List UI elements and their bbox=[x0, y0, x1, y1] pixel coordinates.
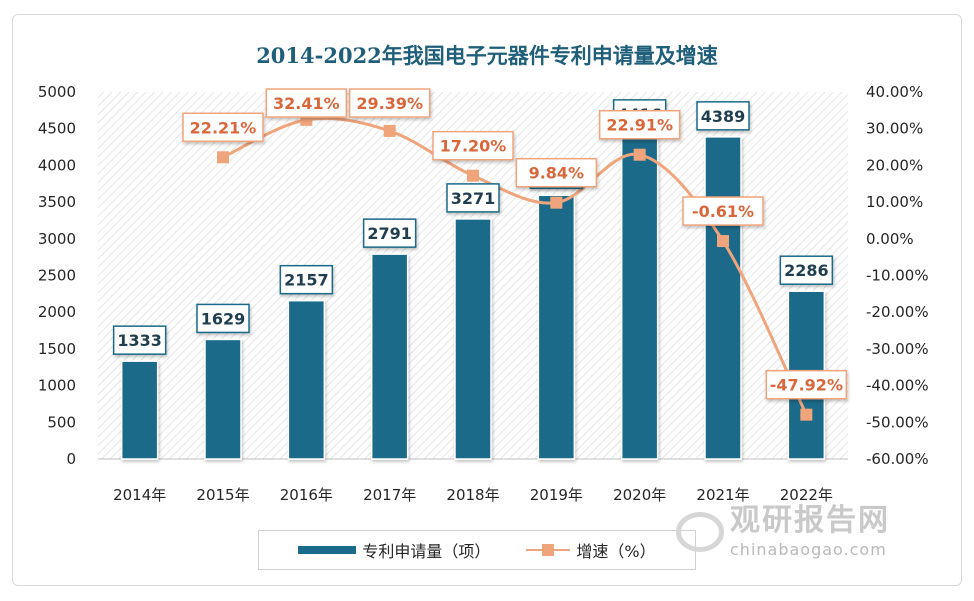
bar-data-label-box bbox=[362, 218, 417, 248]
y-right-tick-label: 40.00% bbox=[866, 83, 923, 101]
y-right-tick-label: -20.00% bbox=[866, 303, 929, 321]
x-tick-label: 2017年 bbox=[363, 486, 416, 504]
bar-data-label-box bbox=[779, 255, 834, 285]
growth-marker bbox=[383, 124, 396, 137]
legend-item-line: 增速（%） bbox=[526, 538, 656, 562]
growth-data-label-box bbox=[598, 109, 681, 140]
y-left-tick-label: 500 bbox=[47, 413, 76, 431]
bar-data-label: 3271 bbox=[451, 189, 496, 208]
bar-data-label: 2286 bbox=[784, 261, 829, 280]
y-left-tick-label: 4000 bbox=[38, 156, 76, 174]
growth-data-label-box bbox=[182, 112, 264, 143]
bar bbox=[204, 338, 242, 460]
bar-data-label: 2791 bbox=[367, 224, 412, 243]
watermark-logo-icon bbox=[676, 512, 724, 552]
growth-data-label-box bbox=[432, 130, 514, 161]
bar bbox=[454, 218, 492, 460]
bar-data-label: 4389 bbox=[701, 107, 746, 126]
growth-data-label-box bbox=[265, 88, 348, 118]
bar-data-label-box bbox=[196, 303, 250, 334]
growth-marker bbox=[633, 148, 646, 161]
legend-bar-label: 专利申请量（项） bbox=[362, 542, 491, 561]
bar-data-label: 2157 bbox=[284, 271, 329, 290]
y-right-tick-label: -10.00% bbox=[866, 267, 929, 285]
y-right-tick-label: -40.00% bbox=[866, 377, 929, 395]
legend-line-label: 增速（%） bbox=[576, 542, 656, 561]
bar bbox=[370, 253, 409, 460]
y-right-tick-label: 20.00% bbox=[866, 156, 923, 174]
growth-data-label: -0.61% bbox=[692, 202, 754, 221]
bar-data-label: 1629 bbox=[201, 309, 246, 328]
bar bbox=[704, 136, 742, 460]
x-tick-label: 2015年 bbox=[196, 486, 249, 504]
x-tick-label: 2018年 bbox=[446, 486, 499, 504]
x-tick-label: 2020年 bbox=[613, 486, 666, 504]
watermark: 观研报告网 chinabaogao.com bbox=[676, 506, 890, 558]
y-left-tick-label: 0 bbox=[66, 450, 76, 468]
growth-marker bbox=[217, 151, 229, 164]
legend-item-bars: 专利申请量（项） bbox=[298, 538, 490, 562]
y-right-tick-label: -30.00% bbox=[866, 340, 929, 358]
bar bbox=[120, 360, 159, 460]
y-left-tick-label: 4500 bbox=[38, 120, 76, 138]
y-left-tick-label: 1000 bbox=[38, 377, 76, 395]
bar-data-label-box bbox=[446, 183, 500, 213]
legend: 专利申请量（项） 增速（%） bbox=[258, 530, 696, 570]
y-right-tick-label: -50.00% bbox=[866, 413, 929, 431]
growth-data-label: 9.84% bbox=[529, 164, 585, 183]
y-left-tick-label: 3000 bbox=[38, 230, 76, 248]
watermark-cn: 观研报告网 bbox=[730, 503, 890, 538]
bar-data-label-box bbox=[112, 325, 167, 355]
growth-marker bbox=[717, 235, 729, 248]
growth-marker bbox=[800, 408, 813, 421]
bar bbox=[537, 194, 576, 460]
bar bbox=[620, 134, 659, 460]
legend-bar-swatch bbox=[298, 546, 357, 554]
bar bbox=[287, 299, 326, 460]
y-left-tick-label: 2000 bbox=[38, 303, 76, 321]
bar-data-label: 1333 bbox=[117, 331, 162, 350]
growth-marker bbox=[467, 169, 479, 182]
growth-data-label: -47.92% bbox=[770, 376, 843, 395]
y-right-tick-label: 10.00% bbox=[866, 193, 923, 211]
y-right-tick-label: 30.00% bbox=[866, 120, 923, 138]
x-tick-label: 2021年 bbox=[696, 486, 749, 504]
bar-data-label-box bbox=[279, 264, 334, 295]
growth-data-label: 22.91% bbox=[606, 116, 673, 135]
y-left-tick-label: 3500 bbox=[38, 193, 76, 211]
y-left-tick-label: 5000 bbox=[38, 83, 76, 101]
growth-data-label-box bbox=[765, 369, 848, 400]
growth-data-label-box bbox=[515, 157, 598, 188]
chart-title: 2014-2022年我国电子元器件专利申请量及增速 bbox=[256, 43, 718, 68]
growth-data-label-box bbox=[348, 88, 431, 118]
growth-data-label: 32.41% bbox=[273, 94, 340, 113]
watermark-en: chinabaogao.com bbox=[730, 540, 887, 559]
x-tick-label: 2014年 bbox=[113, 486, 166, 504]
x-tick-label: 2016年 bbox=[280, 486, 333, 504]
y-left-tick-label: 2500 bbox=[38, 267, 76, 285]
y-right-tick-label: -60.00% bbox=[866, 450, 929, 468]
growth-data-label: 22.21% bbox=[190, 118, 257, 137]
legend-line-swatch bbox=[526, 544, 571, 556]
growth-data-label-box bbox=[682, 196, 764, 226]
y-right-tick-label: 0.00% bbox=[866, 230, 914, 248]
x-tick-label: 2019年 bbox=[530, 486, 583, 504]
growth-data-label: 17.20% bbox=[440, 137, 507, 156]
y-left-tick-label: 1500 bbox=[38, 340, 76, 358]
x-tick-label: 2022年 bbox=[780, 486, 833, 504]
bar-data-label-box bbox=[696, 101, 750, 131]
growth-data-label: 29.39% bbox=[356, 94, 423, 113]
growth-marker bbox=[550, 196, 563, 209]
